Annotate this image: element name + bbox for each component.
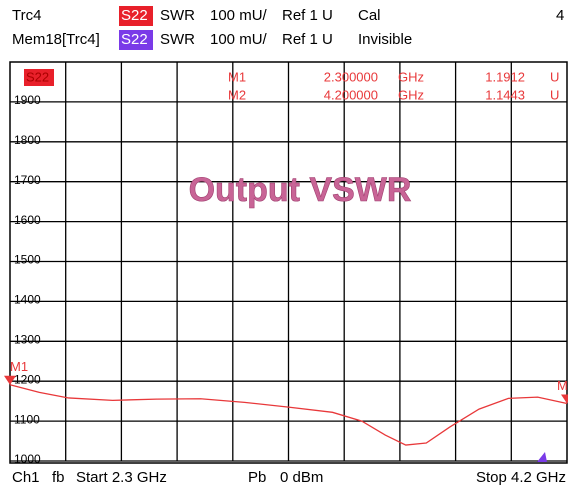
- scale: 100 mU/: [210, 31, 268, 48]
- marker-name: M1: [228, 69, 246, 84]
- marker-response: 1.1912: [485, 69, 525, 84]
- y-tick-label: 1000: [14, 452, 41, 466]
- y-tick-label: 1200: [14, 372, 41, 386]
- y-tick-label: 1100: [14, 412, 40, 426]
- trace-name: Mem18[Trc4]: [12, 31, 100, 48]
- y-tick-label: 1300: [14, 332, 41, 346]
- start: Start 2.3 GHz: [76, 469, 167, 486]
- marker-stimulus-unit: GHz: [398, 69, 424, 84]
- param: S22: [121, 31, 148, 48]
- marker-stimulus: 4.200000: [324, 87, 378, 102]
- y-tick-label: 1900: [14, 93, 41, 107]
- plot-badge-text: S22: [26, 69, 49, 84]
- chart-title: Output VSWR: [189, 171, 412, 209]
- channel: Ch1: [12, 469, 40, 486]
- plot-badge: [24, 69, 54, 86]
- marker-label: M1: [10, 359, 28, 374]
- y-tick-label: 1600: [14, 213, 41, 227]
- param-badge: [119, 30, 153, 50]
- format: SWR: [160, 7, 195, 24]
- marker-triangle: [561, 394, 568, 404]
- power-label: Pb: [248, 469, 266, 486]
- y-tick-label: 1800: [14, 133, 41, 147]
- ref: Ref 1 U: [282, 7, 333, 24]
- marker-response: 1.1443: [485, 87, 525, 102]
- marker-label: M: [557, 378, 568, 393]
- y-tick-label: 1500: [14, 253, 41, 267]
- trace-line: [9, 384, 568, 446]
- ref: Ref 1 U: [282, 31, 333, 48]
- marker-name: M2: [228, 87, 246, 102]
- y-tick-label: 1700: [14, 173, 41, 187]
- stop: Stop 4.2 GHz: [476, 469, 566, 486]
- scale: 100 mU/: [210, 7, 268, 24]
- marker-response-unit: U: [550, 69, 559, 84]
- param: S22: [121, 7, 148, 24]
- power: 0 dBm: [280, 469, 323, 486]
- memory-marker: [537, 452, 547, 462]
- marker-stimulus-unit: GHz: [398, 87, 424, 102]
- trace-name: Trc4: [12, 7, 41, 24]
- status: Cal: [358, 7, 381, 24]
- marker-triangle: [4, 375, 16, 385]
- marker-response-unit: U: [550, 87, 559, 102]
- param-badge: [119, 6, 153, 26]
- status: Invisible: [358, 31, 412, 48]
- sweep-mode: fb: [52, 469, 65, 486]
- y-tick-label: 1400: [14, 293, 41, 307]
- marker-stimulus: 2.300000: [324, 69, 378, 84]
- trace-number: 4: [556, 7, 564, 24]
- format: SWR: [160, 31, 195, 48]
